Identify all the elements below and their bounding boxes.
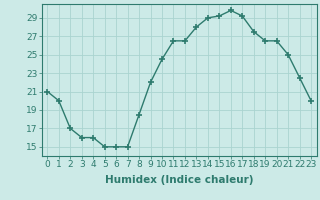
X-axis label: Humidex (Indice chaleur): Humidex (Indice chaleur) [105, 175, 253, 185]
